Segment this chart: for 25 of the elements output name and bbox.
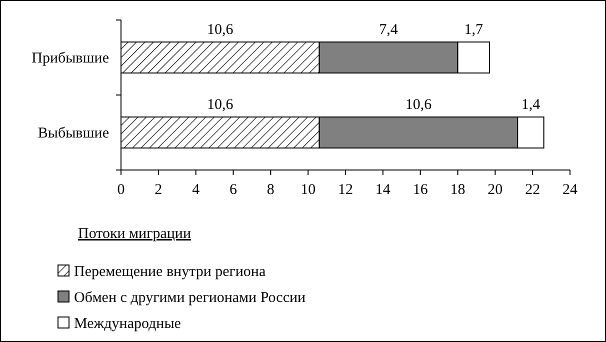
legend-label: Международные bbox=[74, 316, 182, 332]
data-label: 1,7 bbox=[464, 22, 484, 38]
y-tick-label: Выбывшие bbox=[38, 126, 110, 142]
x-tick-label: 2 bbox=[154, 182, 162, 198]
y-tick-label: Прибывшие bbox=[32, 50, 110, 66]
x-tick-label: 10 bbox=[300, 182, 316, 198]
x-tick-label: 24 bbox=[562, 182, 578, 198]
x-tick-label: 22 bbox=[525, 182, 540, 198]
data-label: 10,6 bbox=[405, 97, 432, 113]
legend-label: Обмен с другими регионами России bbox=[74, 290, 306, 306]
x-tick-label: 4 bbox=[192, 182, 200, 198]
x-tick-label: 0 bbox=[117, 182, 125, 198]
data-label: 7,4 bbox=[379, 22, 398, 38]
data-label: 10,6 bbox=[207, 97, 234, 113]
x-tick-label: 8 bbox=[266, 182, 274, 198]
x-tick-label: 14 bbox=[375, 182, 391, 198]
x-tick-label: 18 bbox=[450, 182, 466, 198]
legend-title: Потоки миграции bbox=[78, 226, 191, 242]
data-label: 1,4 bbox=[521, 97, 541, 113]
x-tick-label: 12 bbox=[338, 182, 353, 198]
x-tick-label: 20 bbox=[488, 182, 503, 198]
legend-label: Перемещение внутри региона bbox=[74, 264, 266, 280]
x-tick-label: 16 bbox=[412, 182, 428, 198]
data-label: 10,6 bbox=[207, 22, 234, 38]
x-tick-label: 6 bbox=[230, 182, 238, 198]
